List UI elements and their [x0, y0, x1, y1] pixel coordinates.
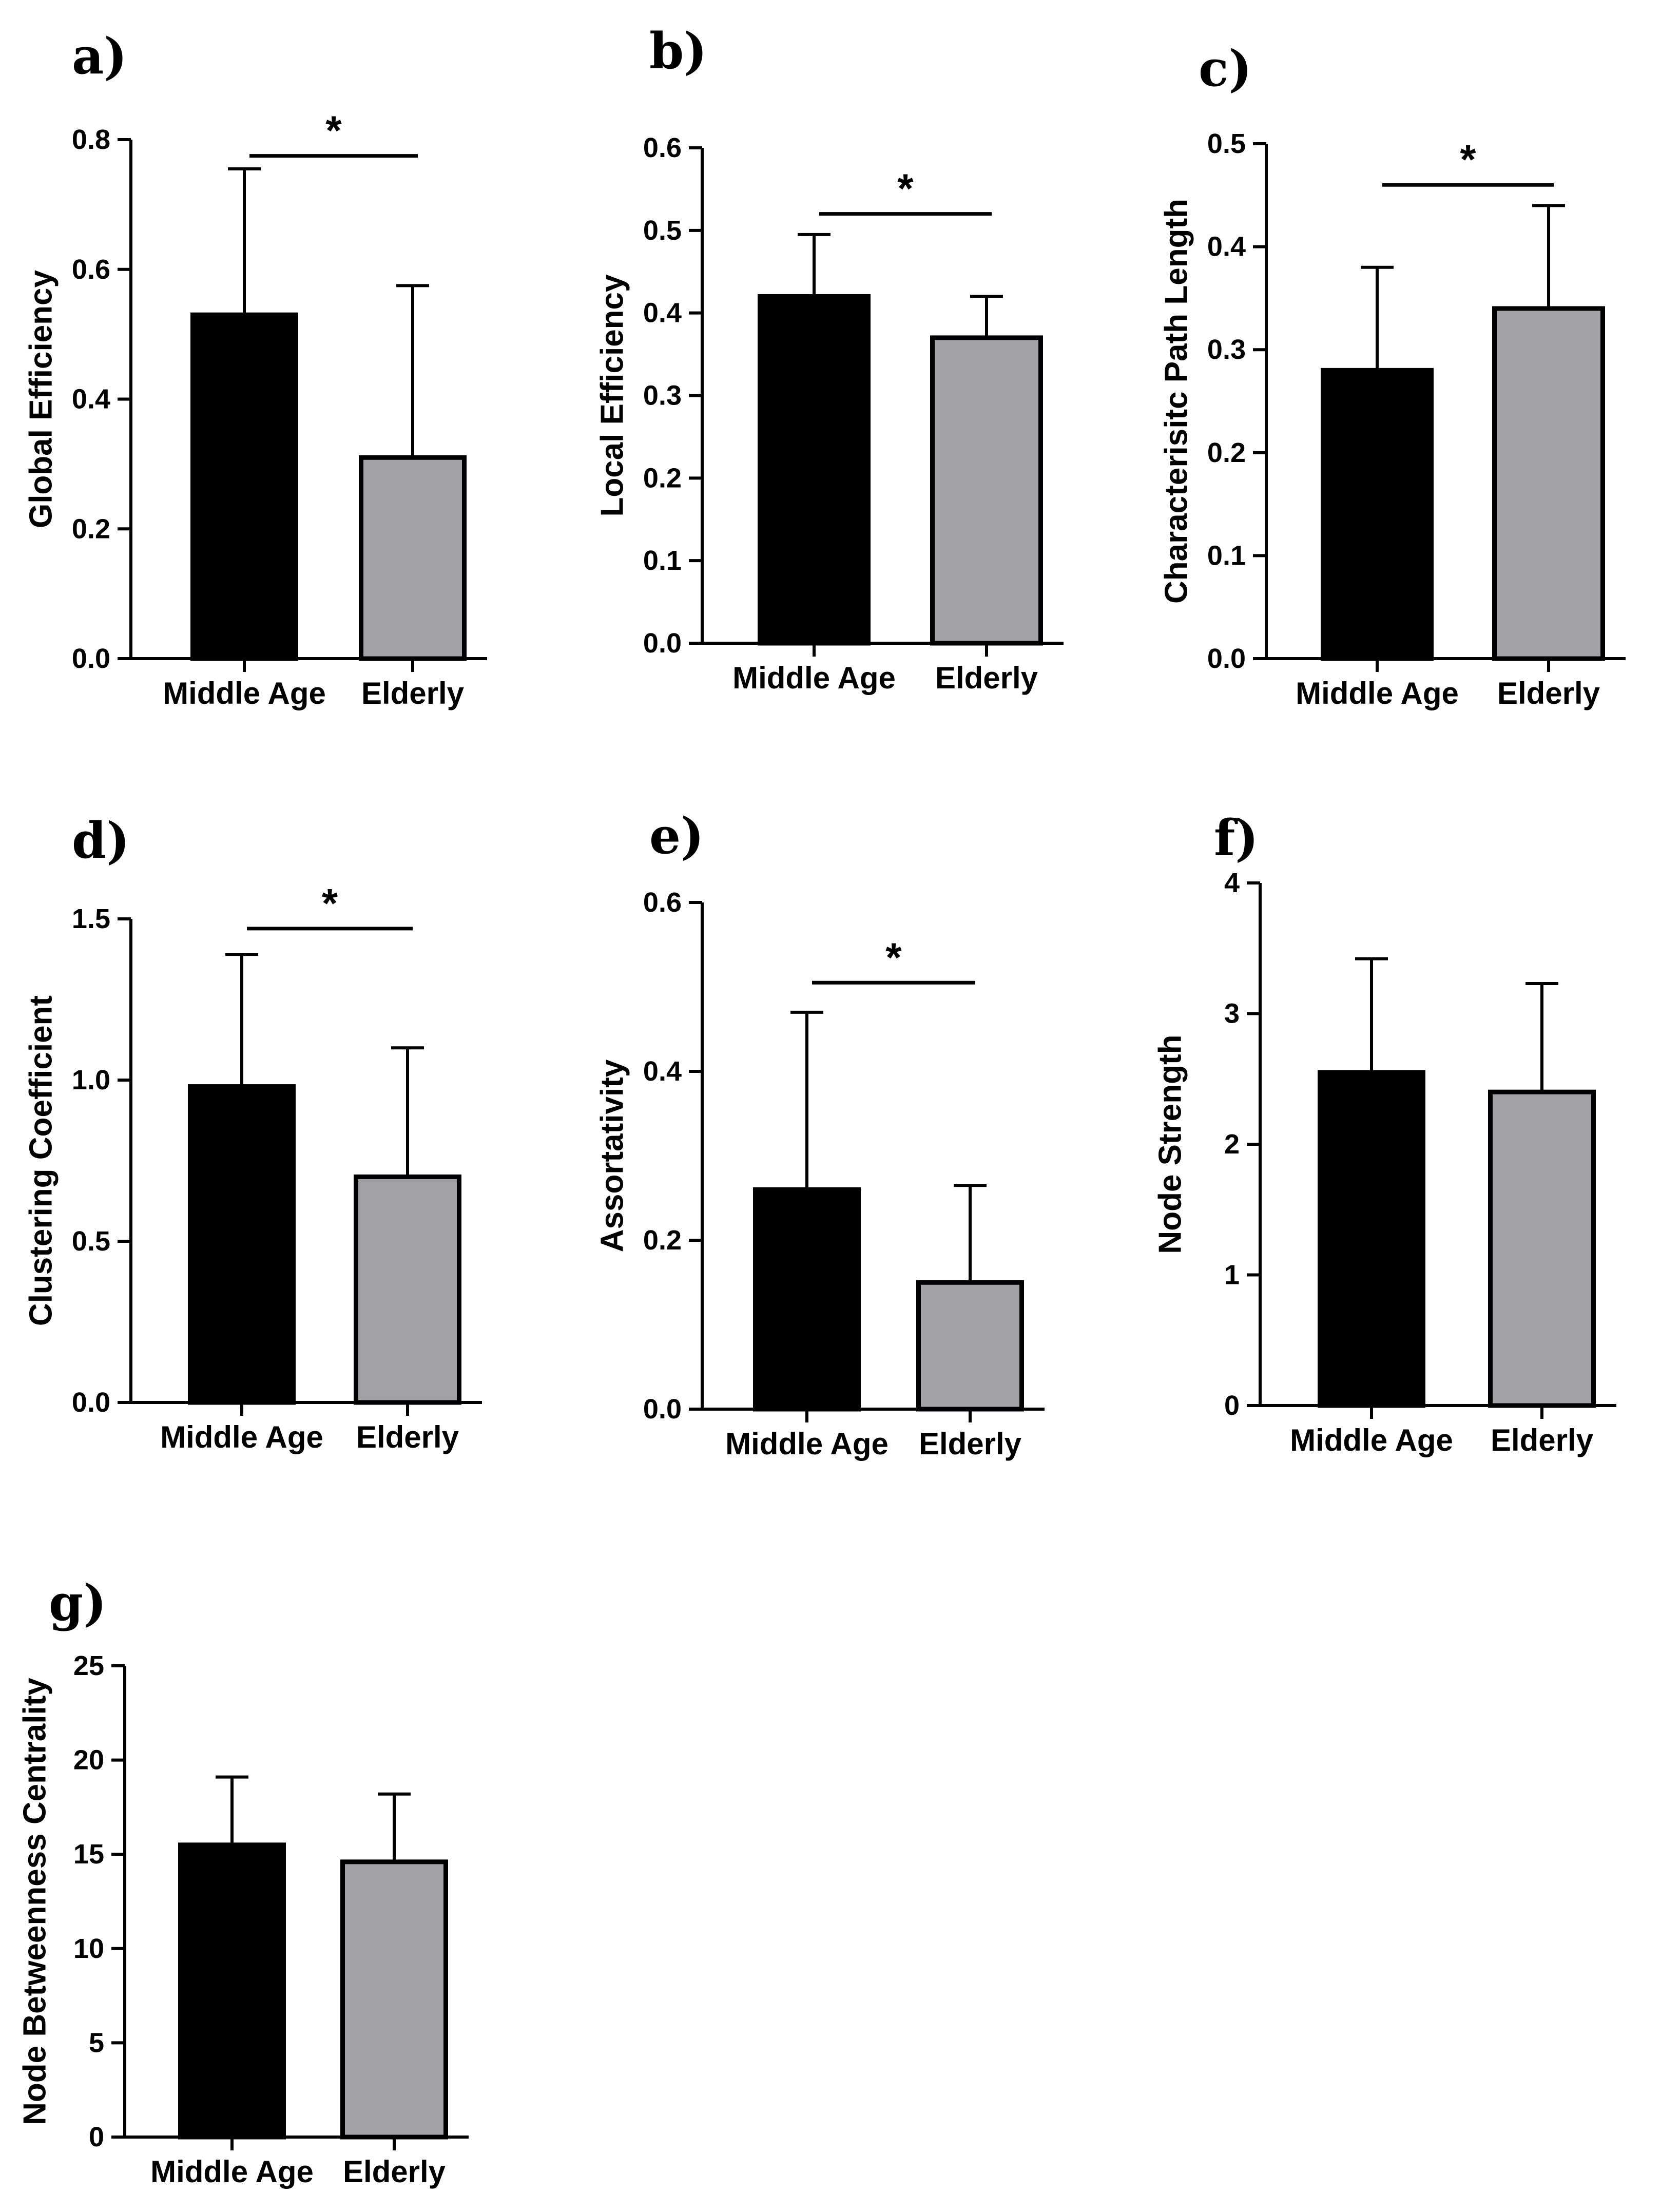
chart-d-ytick-label-2: 1.0 [72, 1065, 110, 1095]
chart-a-y-axis-title: Global Efficiency [24, 270, 59, 528]
chart-c-ytick-label-5: 0.5 [1207, 128, 1246, 159]
chart-a-panel-letter: a) [72, 27, 127, 85]
chart-e-panel-letter: e) [649, 807, 704, 865]
chart-e: e) Middle Age Elderly 0.0 0.2 0.4 0.6 Assortati… [595, 807, 1045, 1461]
chart-e-ytick-label-1: 0.2 [643, 1225, 682, 1256]
chart-e-xlabel-elderly: Elderly [919, 1427, 1022, 1461]
chart-b-ytick-label-6: 0.6 [643, 132, 682, 163]
chart-b-bar-middle-age [758, 294, 871, 646]
chart-b-ytick-label-2: 0.2 [643, 463, 682, 493]
chart-g-xlabel-elderly: Elderly [343, 2155, 446, 2189]
chart-d: d) Middle Age Elderly 0.0 0.5 1.0 1.5 Clusterin… [24, 812, 482, 1454]
chart-c-bar-elderly [1492, 306, 1605, 661]
chart-a-bar-elderly [359, 455, 467, 661]
chart-e-y-axis-title: Assortativity [595, 1059, 630, 1252]
chart-c-significance-star: * [1460, 137, 1476, 182]
chart-b: b) Middle Age Elderly 0.0 0.1 0.2 0.3 0.4 0.5 0.6… [595, 22, 1064, 695]
chart-e-bar-middle-age [753, 1187, 861, 1412]
chart-f-bar-middle-age [1318, 1070, 1425, 1408]
chart-d-bar-middle-age [188, 1084, 296, 1405]
chart-a-ytick-label-1: 0.2 [72, 513, 110, 544]
chart-f-xlabel-elderly: Elderly [1491, 1423, 1594, 1457]
chart-g-xlabel-middle-age: Middle Age [150, 2155, 314, 2189]
chart-f-ytick-label-0: 0 [1224, 1390, 1240, 1421]
chart-e-bar-elderly [916, 1280, 1024, 1412]
chart-d-ytick-label-1: 0.5 [72, 1226, 110, 1257]
chart-f-panel-letter: f) [1214, 809, 1259, 867]
chart-a-ytick-label-4: 0.8 [72, 124, 110, 155]
chart-e-significance-star: * [885, 934, 902, 980]
chart-b-xlabel-elderly: Elderly [935, 661, 1038, 695]
chart-g-ytick-label-1: 5 [89, 2027, 104, 2058]
chart-g-ytick-label-2: 10 [73, 1933, 104, 1964]
chart-c-ytick-label-1: 0.1 [1207, 540, 1246, 571]
chart-e-ytick-label-3: 0.6 [643, 887, 682, 918]
chart-a-ytick-label-0: 0.0 [72, 643, 110, 674]
chart-a-ytick-label-3: 0.6 [72, 254, 110, 285]
chart-d-ytick-label-0: 0.0 [72, 1387, 110, 1418]
chart-c-ytick-label-4: 0.4 [1207, 232, 1246, 262]
chart-c-y-axis-title: Characterisitc Path Length [1159, 199, 1194, 604]
chart-e-ytick-label-0: 0.0 [643, 1394, 682, 1425]
chart-d-xlabel-elderly: Elderly [356, 1420, 459, 1454]
chart-b-significance-star: * [897, 166, 914, 211]
chart-d-significance-star: * [322, 880, 338, 926]
chart-f-xlabel-middle-age: Middle Age [1290, 1423, 1453, 1457]
chart-f-ytick-label-1: 1 [1224, 1260, 1240, 1291]
chart-c-bar-middle-age [1321, 368, 1434, 661]
chart-f-ytick-label-2: 2 [1224, 1129, 1240, 1160]
chart-f-bar-elderly [1488, 1089, 1596, 1408]
chart-a-significance-star: * [325, 108, 342, 153]
chart-c-xlabel-elderly: Elderly [1497, 676, 1600, 710]
chart-c-ytick-label-2: 0.2 [1207, 437, 1246, 468]
chart-g-ytick-label-3: 15 [73, 1839, 104, 1870]
chart-f-y-axis-title: Node Strength [1153, 1034, 1188, 1254]
chart-b-panel-letter: b) [649, 22, 707, 80]
chart-e-xlabel-middle-age: Middle Age [725, 1427, 889, 1461]
chart-a: a) Middle Age Elderly 0.0 0.2 0.4 0.6 0.8 Global… [24, 27, 487, 710]
chart-g-ytick-label-0: 0 [89, 2122, 104, 2152]
chart-a-bar-middle-age [190, 312, 298, 661]
chart-b-ytick-label-4: 0.4 [643, 298, 682, 329]
chart-d-ytick-label-3: 1.5 [72, 903, 110, 934]
chart-g-ytick-label-4: 20 [73, 1745, 104, 1776]
chart-a-xlabel-elderly: Elderly [361, 676, 465, 710]
chart-c-ytick-label-0: 0.0 [1207, 643, 1246, 674]
chart-c: c) Middle Age Elderly 0.0 0.1 0.2 0.3 0.4 0.5 Cha… [1159, 40, 1626, 710]
chart-c-panel-letter: c) [1199, 40, 1252, 98]
chart-g-bar-middle-age [178, 1842, 286, 2140]
chart-b-ytick-label-3: 0.3 [643, 380, 682, 411]
chart-g-panel-letter: g) [49, 1574, 107, 1632]
chart-b-bar-elderly [930, 335, 1043, 646]
chart-d-xlabel-middle-age: Middle Age [160, 1420, 323, 1454]
chart-g-y-axis-title: Node Betweenness Centrality [17, 1678, 53, 2125]
chart-e-ytick-label-2: 0.4 [643, 1056, 682, 1087]
chart-b-xlabel-middle-age: Middle Age [732, 661, 896, 695]
chart-d-y-axis-title: Clustering Coefficient [24, 995, 59, 1326]
chart-b-ytick-label-5: 0.5 [643, 215, 682, 246]
chart-d-bar-elderly [354, 1174, 461, 1405]
chart-g-bar-elderly [340, 1859, 448, 2140]
chart-c-xlabel-middle-age: Middle Age [1296, 676, 1459, 710]
chart-a-xlabel-middle-age: Middle Age [163, 676, 326, 710]
chart-b-ytick-label-0: 0.0 [643, 628, 682, 659]
chart-f-ytick-label-4: 4 [1224, 868, 1240, 898]
chart-a-ytick-label-2: 0.4 [72, 384, 110, 415]
chart-c-ytick-label-3: 0.3 [1207, 334, 1246, 365]
chart-f-ytick-label-3: 3 [1224, 998, 1240, 1029]
chart-f: f) Middle Age Elderly 0 1 2 3 4 Node Strength [1153, 809, 1616, 1457]
chart-d-panel-letter: d) [72, 812, 130, 870]
chart-b-y-axis-title: Local Efficiency [595, 274, 630, 517]
chart-g-ytick-label-5: 25 [73, 1650, 104, 1681]
chart-g: g) Middle Age Elderly 0 5 10 15 20 25 Node Betwee… [17, 1574, 469, 2189]
chart-b-ytick-label-1: 0.1 [643, 545, 682, 576]
